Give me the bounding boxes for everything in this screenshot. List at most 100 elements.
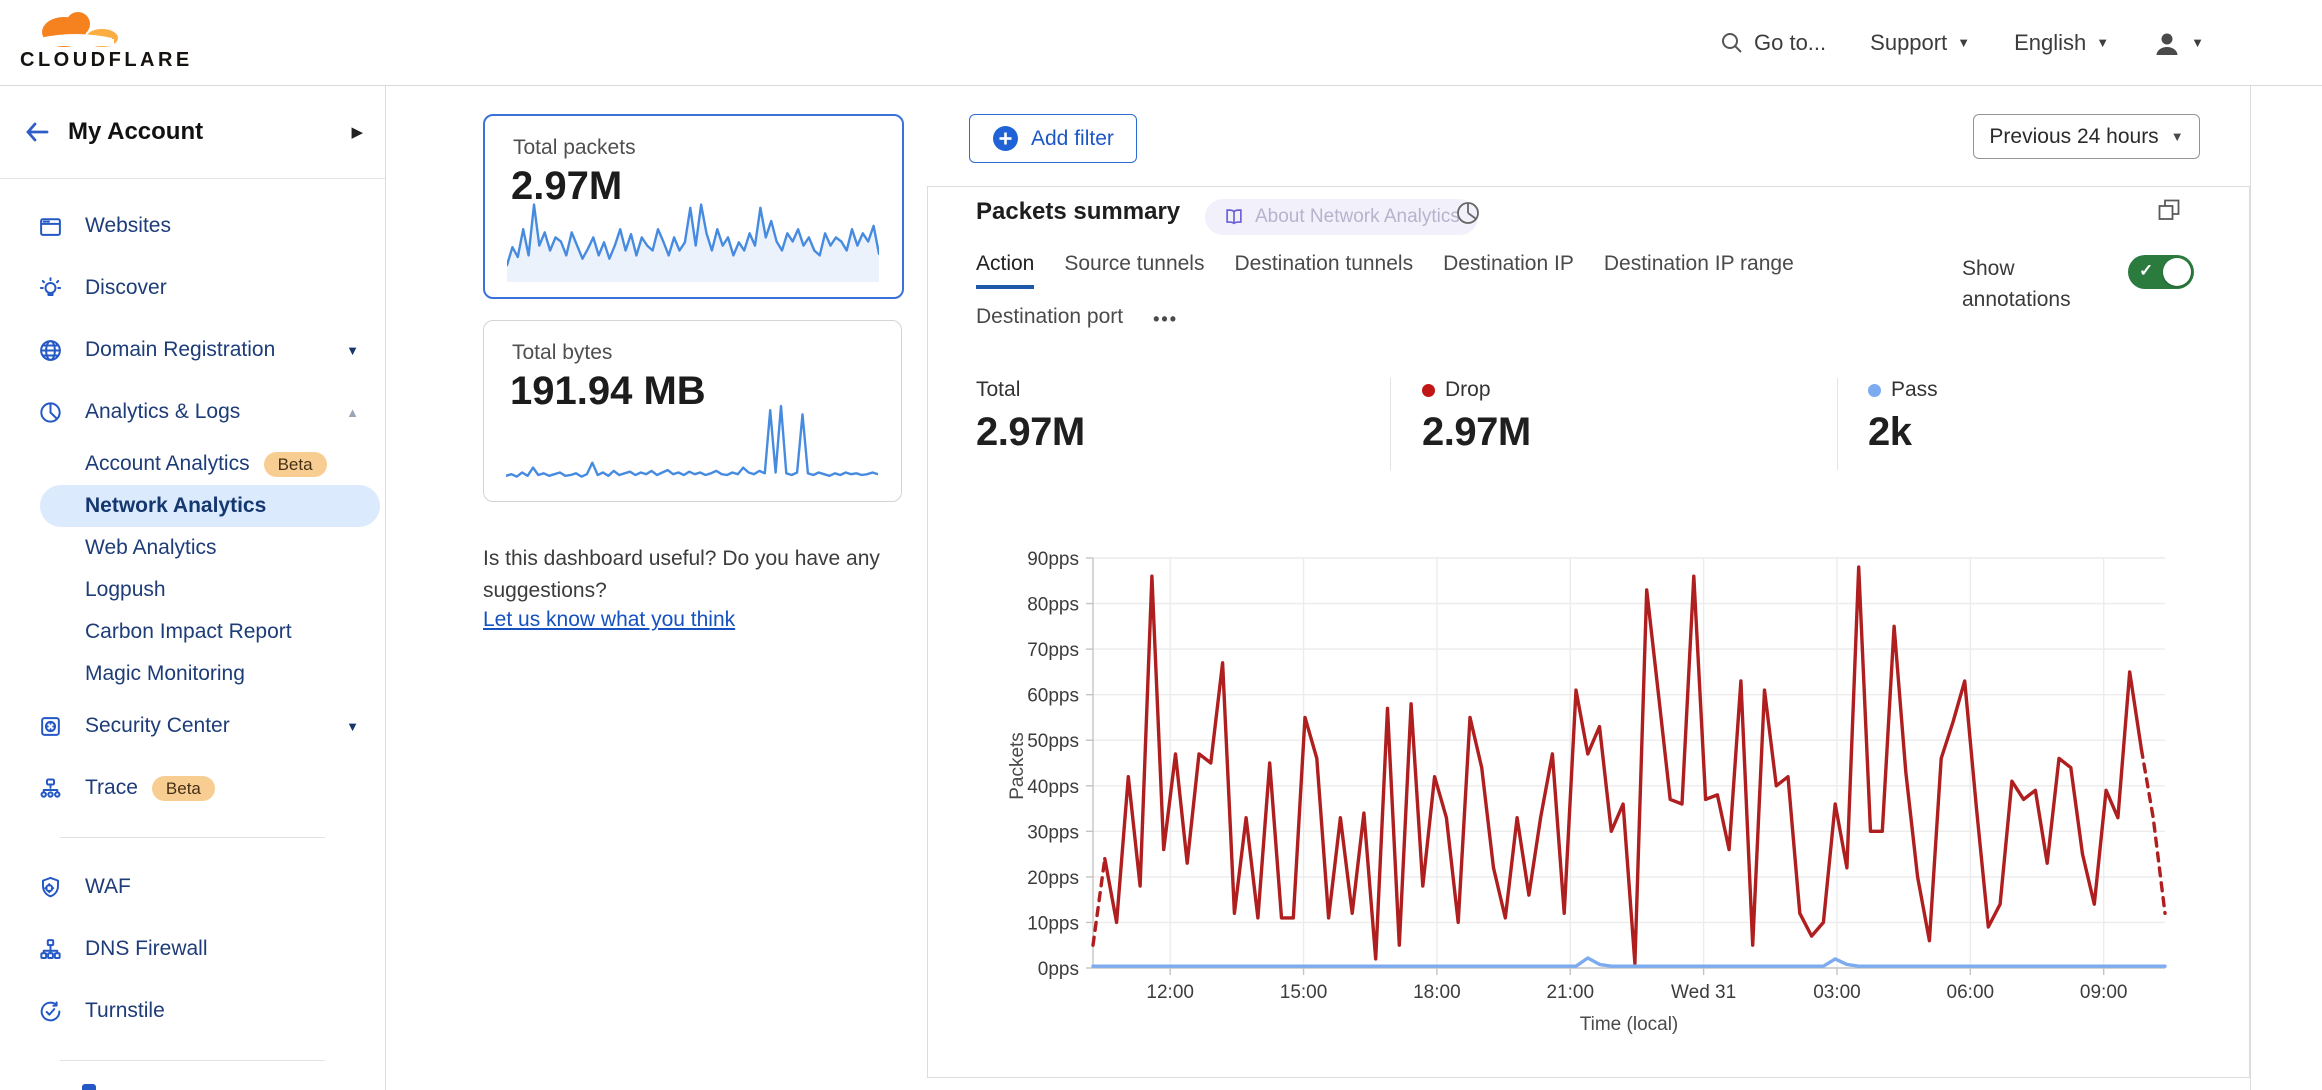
- stat-pass: Pass 2k: [1868, 378, 1938, 455]
- brand-text: CLOUDFLARE: [20, 49, 193, 71]
- chevron-down-icon: ▼: [346, 718, 359, 734]
- beta-badge: Beta: [263, 451, 327, 477]
- stat-label: Drop: [1445, 378, 1491, 401]
- sidebar-item-security-center[interactable]: Security Center ▼: [0, 695, 385, 757]
- feedback-link[interactable]: Let us know what you think: [483, 608, 736, 631]
- lightbulb-icon: [38, 276, 63, 301]
- sidebar-item-label: Discover: [85, 276, 167, 299]
- chevron-right-icon[interactable]: ▶: [351, 124, 363, 141]
- svg-text:Packets: Packets: [1007, 732, 1028, 800]
- sidebar-item-waf[interactable]: WAF: [0, 856, 385, 918]
- sidebar-item-domain-registration[interactable]: Domain Registration ▼: [0, 319, 385, 381]
- packets-sparkline: [505, 192, 881, 289]
- chevron-up-icon: ▲: [346, 404, 359, 420]
- svg-text:80pps: 80pps: [1027, 595, 1079, 616]
- tab-source-tunnels[interactable]: Source tunnels: [1064, 252, 1205, 275]
- svg-text:12:00: 12:00: [1146, 982, 1194, 1003]
- add-filter-button[interactable]: Add filter: [969, 114, 1137, 163]
- sidebar-item-logpush[interactable]: Logpush: [0, 569, 385, 611]
- search-icon: [1722, 32, 1742, 53]
- sidebar-nav: Websites Discover Domain Registration ▼ Anal…: [0, 195, 385, 1079]
- goto-search[interactable]: Go to...: [1720, 30, 1826, 56]
- account-title: My Account: [68, 118, 204, 145]
- tab-destination-ip-range[interactable]: Destination IP range: [1603, 252, 1794, 275]
- sidebar-item-discover[interactable]: Discover: [0, 257, 385, 319]
- stat-label: Pass: [1891, 378, 1938, 401]
- chevron-down-icon: ▼: [2191, 35, 2204, 50]
- sidebar-item-label: Logpush: [85, 578, 166, 601]
- sidebar-item-dns-firewall[interactable]: DNS Firewall: [0, 918, 385, 980]
- total-bytes-card[interactable]: Total bytes 191.94 MB: [483, 320, 902, 502]
- top-nav: Go to... Support ▼ English ▼ ▼: [1720, 0, 2204, 85]
- chevron-down-icon: ▼: [346, 342, 359, 358]
- content-right-divider: [2250, 86, 2251, 1090]
- chevron-down-icon: ▼: [1957, 35, 1971, 50]
- sidebar-item-account-analytics[interactable]: Account Analytics Beta: [0, 443, 385, 485]
- sidebar-item-turnstile[interactable]: Turnstile: [0, 980, 385, 1042]
- top-bar: CLOUDFLARE Go to... Support ▼ English ▼: [0, 0, 2322, 86]
- add-filter-label: Add filter: [1031, 126, 1114, 150]
- cloudflare-logo[interactable]: CLOUDFLARE: [20, 8, 210, 72]
- tab-destination-tunnels[interactable]: Destination tunnels: [1234, 252, 1414, 275]
- sidebar-item-label: Network Analytics: [85, 494, 267, 517]
- stat-value: 2.97M: [976, 410, 1085, 454]
- support-label: Support: [1870, 29, 1948, 55]
- legend-dot-pass: [1868, 383, 1881, 397]
- sidebar-item-label: WAF: [85, 875, 131, 898]
- svg-text:09:00: 09:00: [2080, 982, 2128, 1003]
- sidebar-item-websites[interactable]: Websites: [0, 195, 385, 257]
- tab-action[interactable]: Action: [976, 252, 1035, 289]
- sidebar-item-web-analytics[interactable]: Web Analytics: [0, 527, 385, 569]
- expand-panel-icon[interactable]: [2155, 196, 2183, 224]
- back-arrow-icon[interactable]: [22, 117, 52, 147]
- support-menu[interactable]: Support ▼: [1870, 30, 1970, 56]
- toggle-knob: [2163, 258, 2191, 286]
- language-menu[interactable]: English ▼: [2014, 30, 2109, 56]
- stats-row: Total 2.97M Drop 2.97M Pass 2k: [927, 378, 2250, 474]
- book-icon: [1226, 209, 1242, 225]
- svg-text:30pps: 30pps: [1027, 822, 1079, 843]
- card-title: Total packets: [513, 136, 636, 159]
- sidebar-item-analytics-logs[interactable]: Analytics & Logs ▲: [0, 381, 385, 443]
- account-header: My Account ▶: [0, 86, 385, 179]
- tab-destination-port[interactable]: Destination port: [976, 305, 1124, 328]
- svg-text:0pps: 0pps: [1038, 959, 1079, 980]
- card-value: 191.94 MB: [510, 369, 706, 413]
- show-annotations-toggle[interactable]: ✓: [2128, 255, 2194, 289]
- tab-destination-ip[interactable]: Destination IP: [1443, 252, 1574, 275]
- globe-icon: [38, 338, 63, 363]
- about-badge-label: About Network Analytics: [1255, 206, 1460, 227]
- svg-text:Time (local): Time (local): [1580, 1014, 1679, 1035]
- sidebar-item-label: Security Center: [85, 714, 230, 737]
- sidebar-divider: [60, 837, 325, 838]
- stat-divider: [1837, 378, 1838, 470]
- svg-text:15:00: 15:00: [1280, 982, 1328, 1003]
- svg-text:60pps: 60pps: [1027, 686, 1079, 707]
- stat-value: 2k: [1868, 410, 1912, 454]
- cloudflare-cloud-icon: [38, 12, 118, 47]
- time-range-label: Previous 24 hours: [1989, 124, 2159, 148]
- svg-text:03:00: 03:00: [1813, 982, 1861, 1003]
- sidebar-item-label: Turnstile: [85, 999, 165, 1022]
- sidebar: My Account ▶ Websites Discover Domain Regi…: [0, 86, 386, 1090]
- dimension-tabs: Action Source tunnels Destination tunnels D…: [976, 252, 1886, 342]
- total-packets-card[interactable]: Total packets 2.97M: [483, 114, 904, 299]
- card-value: 2.97M: [511, 164, 623, 208]
- about-network-analytics-badge[interactable]: About Network Analytics: [1205, 199, 1478, 235]
- sidebar-item-label: Trace: [85, 776, 138, 799]
- user-icon: [2156, 33, 2178, 55]
- sidebar-item-trace[interactable]: Trace Beta: [0, 757, 385, 819]
- tabs-overflow-button[interactable]: •••: [1153, 309, 1178, 329]
- goto-label: Go to...: [1754, 29, 1827, 55]
- time-range-dropdown[interactable]: Previous 24 hours ▼: [1973, 114, 2200, 159]
- pie-icon: [38, 400, 63, 425]
- legend-dot-drop: [1422, 383, 1435, 397]
- sidebar-item-network-analytics[interactable]: Network Analytics: [40, 485, 380, 527]
- sidebar-item-label: Magic Monitoring: [85, 662, 245, 685]
- show-annotations-label: Show annotations: [1962, 257, 2071, 311]
- sidebar-item-carbon-impact-report[interactable]: Carbon Impact Report: [0, 611, 385, 653]
- account-menu[interactable]: ▼: [2153, 29, 2204, 57]
- sidebar-item-magic-monitoring[interactable]: Magic Monitoring: [0, 653, 385, 695]
- stat-drop: Drop 2.97M: [1422, 378, 1531, 455]
- time-pie-icon[interactable]: [1455, 200, 1481, 226]
